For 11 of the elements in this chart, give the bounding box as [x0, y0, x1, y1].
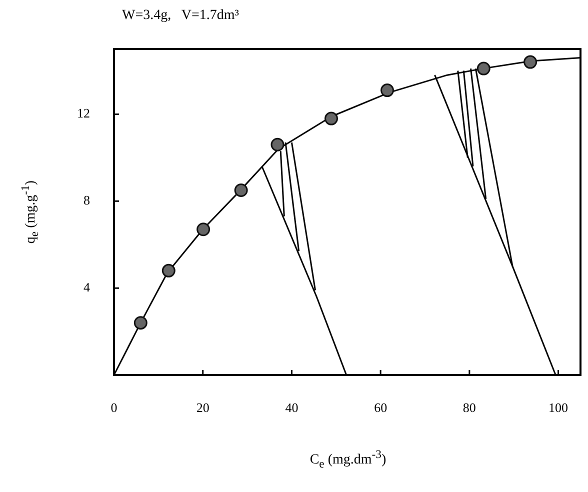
- chart-title: W=3.4g, V=1.7dm³: [122, 8, 239, 24]
- x-tick-label: 40: [285, 400, 298, 416]
- y-tick-label: 4: [84, 279, 90, 294]
- x-axis-title: C$_{e}$ (mg.dm$^{-3}$): [310, 448, 386, 470]
- y-tick-label: 8: [84, 192, 90, 208]
- x-tick-label: 80: [462, 400, 476, 416]
- y-tick-label: 12: [77, 106, 90, 121]
- x-tick-label: 0: [110, 400, 118, 416]
- x-tick-label: 20: [196, 400, 210, 416]
- x-tick-label: 100: [548, 400, 568, 416]
- x-tick-label: 60: [374, 400, 388, 416]
